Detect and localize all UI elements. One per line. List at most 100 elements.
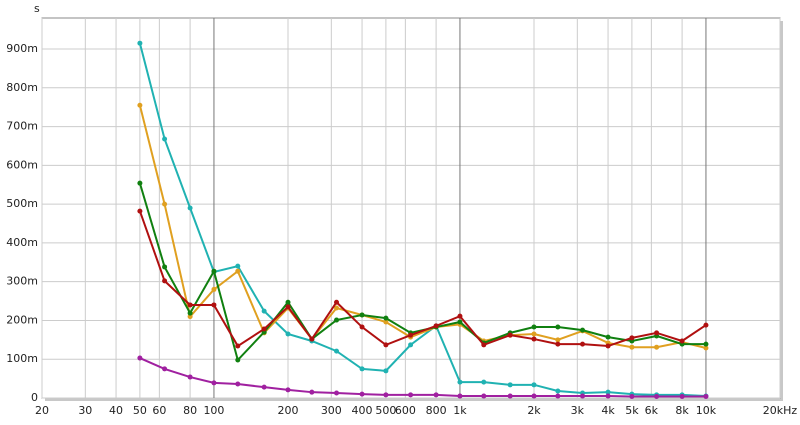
data-point bbox=[654, 344, 660, 350]
data-point bbox=[580, 393, 586, 399]
y-tick-label: 700m bbox=[6, 120, 38, 133]
data-point bbox=[433, 323, 439, 329]
data-point bbox=[309, 336, 315, 342]
data-point bbox=[211, 380, 217, 386]
x-tick-label: 300 bbox=[321, 404, 342, 417]
data-point bbox=[408, 332, 414, 338]
data-point bbox=[211, 268, 217, 274]
data-point bbox=[555, 324, 561, 330]
data-point bbox=[187, 314, 193, 320]
y-tick-label: 200m bbox=[6, 313, 38, 326]
data-point bbox=[334, 317, 340, 323]
data-point bbox=[187, 374, 193, 380]
data-point bbox=[481, 342, 487, 348]
data-point bbox=[531, 331, 537, 337]
x-tick-label: 4k bbox=[601, 404, 615, 417]
data-point bbox=[334, 305, 340, 311]
series-line bbox=[139, 357, 706, 398]
data-point bbox=[531, 382, 537, 388]
data-point bbox=[555, 341, 561, 347]
x-tick-label: 30 bbox=[78, 404, 92, 417]
series-line bbox=[138, 42, 706, 398]
y-tick-label: 800m bbox=[6, 81, 38, 94]
y-tick-label: 900m bbox=[6, 42, 38, 55]
data-point bbox=[162, 278, 168, 284]
x-tick-label: 200 bbox=[278, 404, 299, 417]
data-point bbox=[334, 348, 340, 354]
x-tick-label: 40 bbox=[109, 404, 123, 417]
data-point bbox=[187, 310, 193, 316]
y-tick-label: 500m bbox=[6, 197, 38, 210]
data-point bbox=[507, 332, 513, 338]
x-tick-label: 50 bbox=[133, 404, 147, 417]
x-tick-label: 3k bbox=[571, 404, 585, 417]
data-point bbox=[555, 337, 561, 343]
data-point bbox=[531, 324, 537, 330]
data-point bbox=[555, 393, 561, 399]
y-tick-label: 300m bbox=[6, 275, 38, 288]
data-point bbox=[629, 344, 635, 350]
data-point bbox=[211, 302, 217, 308]
data-point bbox=[137, 208, 143, 214]
x-tick-label: 60 bbox=[152, 404, 166, 417]
data-point bbox=[383, 342, 389, 348]
y-tick-label: 600m bbox=[6, 158, 38, 171]
data-point bbox=[359, 391, 365, 397]
data-point bbox=[408, 342, 414, 348]
data-point bbox=[383, 319, 389, 325]
data-point bbox=[629, 393, 635, 399]
y-tick-label: 0 bbox=[31, 391, 38, 404]
data-point bbox=[703, 345, 709, 351]
data-point bbox=[187, 302, 193, 308]
x-tick-label: 20kHz bbox=[763, 404, 798, 417]
data-point bbox=[285, 299, 291, 305]
data-point bbox=[679, 393, 685, 399]
data-point bbox=[457, 393, 463, 399]
data-point bbox=[285, 304, 291, 310]
series-line bbox=[138, 210, 707, 348]
x-tick-label: 100 bbox=[203, 404, 224, 417]
data-point bbox=[162, 201, 168, 207]
data-point bbox=[137, 355, 143, 361]
data-point bbox=[235, 268, 241, 274]
data-point bbox=[187, 205, 193, 211]
data-point bbox=[703, 341, 709, 347]
x-tick-label: 6k bbox=[645, 404, 659, 417]
data-point bbox=[457, 379, 463, 385]
data-point bbox=[235, 381, 241, 387]
data-point bbox=[531, 393, 537, 399]
data-point bbox=[285, 387, 291, 393]
data-point bbox=[605, 343, 611, 349]
data-point bbox=[261, 308, 267, 314]
data-point bbox=[555, 388, 561, 394]
data-point bbox=[359, 366, 365, 372]
x-tick-label: 5k bbox=[625, 404, 639, 417]
data-point bbox=[580, 327, 586, 333]
x-tick-label: 80 bbox=[183, 404, 197, 417]
data-point bbox=[457, 319, 463, 325]
x-tick-label: 2k bbox=[527, 404, 541, 417]
data-point bbox=[531, 336, 537, 342]
data-point bbox=[679, 338, 685, 344]
data-point bbox=[334, 390, 340, 396]
data-point bbox=[235, 343, 241, 349]
data-point bbox=[654, 393, 660, 399]
data-point bbox=[137, 180, 143, 186]
x-tick-label: 1k bbox=[453, 404, 467, 417]
data-point bbox=[235, 357, 241, 363]
x-tick-label: 400 bbox=[352, 404, 373, 417]
data-point bbox=[507, 393, 513, 399]
data-point bbox=[408, 392, 414, 398]
data-point bbox=[162, 136, 168, 142]
x-tick-label: 600 bbox=[395, 404, 416, 417]
data-point bbox=[359, 312, 365, 318]
data-point bbox=[703, 322, 709, 328]
data-point bbox=[137, 102, 143, 108]
y-axis-label: s bbox=[34, 2, 40, 15]
x-tick-label: 8k bbox=[675, 404, 689, 417]
y-tick-label: 400m bbox=[6, 236, 38, 249]
data-point bbox=[162, 264, 168, 270]
data-point bbox=[383, 368, 389, 374]
data-point bbox=[162, 366, 168, 372]
data-point bbox=[507, 382, 513, 388]
